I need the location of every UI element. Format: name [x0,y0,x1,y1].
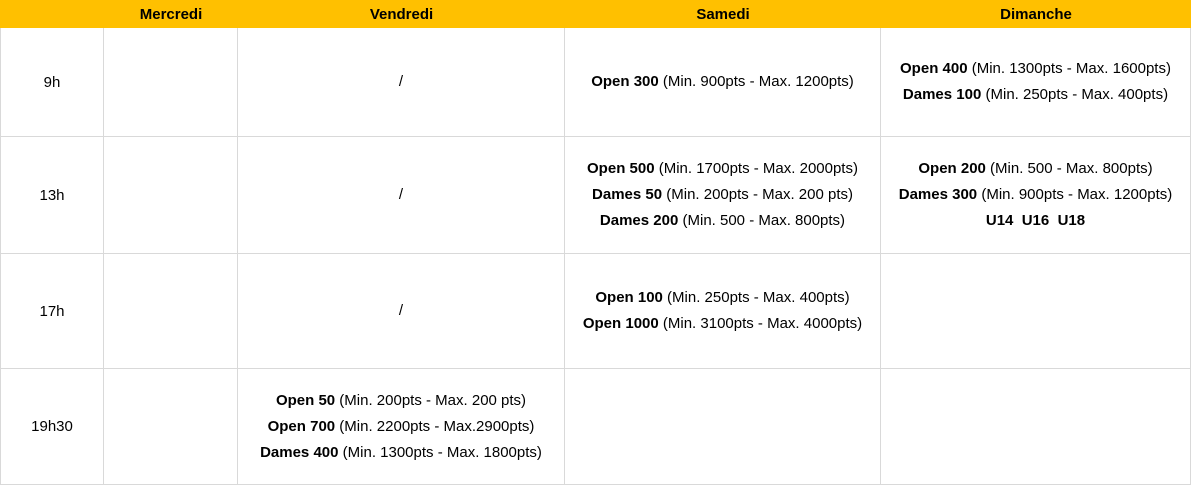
event-details: (Min. 1300pts - Max. 1800pts) [338,443,542,461]
event-details: (Min. 900pts - Max. 1200pts) [658,73,854,90]
event-name: Dames 400 [260,443,339,461]
cell-19h30-samedi [565,369,881,485]
cell-13h-mercredi [104,137,238,254]
time-label-19h30: 19h30 [0,369,104,485]
event-entry: Dames 100 (Min. 250pts - Max. 400pts) [903,82,1168,108]
event-entry: Open 50 (Min. 200pts - Max. 200 pts) [276,388,526,414]
event-name: Dames 200 [599,212,679,229]
event-details: (Min. 250pts - Max. 400pts) [662,289,850,306]
event-details: (Min. 1300pts - Max. 1600pts) [967,60,1171,77]
event-details: (Min. 500 - Max. 800pts) [985,160,1153,177]
cell-19h30-vendredi: Open 50 (Min. 200pts - Max. 200 pts) Ope… [238,369,565,485]
cell-13h-vendredi: / [238,137,565,254]
event-name: Open 400 [900,60,968,77]
header-day-samedi: Samedi [565,0,881,28]
time-label-9h: 9h [0,28,104,137]
cell-9h-samedi: Open 300 (Min. 900pts - Max. 1200pts) [565,28,881,137]
cell-9h-dimanche: Open 400 (Min. 1300pts - Max. 1600pts) D… [881,28,1191,137]
cell-17h-samedi: Open 100 (Min. 250pts - Max. 400pts) Ope… [565,254,881,369]
header-day-vendredi: Vendredi [238,0,565,28]
event-details: (Min. 900pts - Max. 1200pts) [977,186,1173,203]
no-event-slash: / [398,186,404,203]
time-label-17h: 17h [0,254,104,369]
header-day-dimanche: Dimanche [881,0,1191,28]
event-name: Open 100 [595,289,663,306]
cell-9h-vendredi: / [238,28,565,137]
cell-17h-mercredi [104,254,238,369]
event-entry: Dames 50 (Min. 200pts - Max. 200 pts) [592,182,853,208]
header-day-mercredi: Mercredi [104,0,238,28]
event-details: (Min. 250pts - Max. 400pts) [981,86,1169,103]
event-entry: Open 700 (Min. 2200pts - Max.2900pts) [268,414,535,440]
event-details: (Min. 1700pts - Max. 2000pts) [654,160,858,177]
event-name: Open 200 [918,160,986,177]
event-name: Open 1000 [582,315,659,332]
time-label-13h: 13h [0,137,104,254]
event-details: (Min. 500 - Max. 800pts) [678,212,846,229]
event-name: Open 700 [267,417,336,435]
event-name: Dames 50 [592,186,663,203]
event-details: (Min. 3100pts - Max. 4000pts) [658,315,863,332]
event-entry: Open 400 (Min. 1300pts - Max. 1600pts) [900,56,1171,82]
event-name: Dames 100 [902,86,982,103]
event-entry: Dames 300 (Min. 900pts - Max. 1200pts) [899,182,1173,208]
no-event-slash: / [398,73,404,90]
event-entry: Open 500 (Min. 1700pts - Max. 2000pts) [587,156,858,182]
header-corner [0,0,104,28]
cell-19h30-dimanche [881,369,1191,485]
event-entry: Dames 200 (Min. 500 - Max. 800pts) [600,208,845,234]
cell-17h-vendredi: / [238,254,565,369]
event-entry: Open 1000 (Min. 3100pts - Max. 4000pts) [583,311,862,337]
cell-13h-dimanche: Open 200 (Min. 500 - Max. 800pts) Dames … [881,137,1191,254]
event-entry: Dames 400 (Min. 1300pts - Max. 1800pts) [260,440,542,466]
event-details: (Min. 2200pts - Max.2900pts) [335,417,535,435]
event-name: U14 U16 U18 [985,212,1086,229]
cell-19h30-mercredi [104,369,238,485]
event-entry: Open 200 (Min. 500 - Max. 800pts) [918,156,1152,182]
event-entry: U14 U16 U18 [986,208,1085,234]
event-entry: Open 100 (Min. 250pts - Max. 400pts) [595,285,849,311]
cell-17h-dimanche [881,254,1191,369]
event-details: (Min. 200pts - Max. 200 pts) [662,186,853,203]
event-name: Open 300 [591,73,659,90]
event-name: Dames 300 [898,186,978,203]
event-name: Open 50 [275,391,336,409]
cell-9h-mercredi [104,28,238,137]
event-entry: Open 300 (Min. 900pts - Max. 1200pts) [591,69,854,95]
cell-13h-samedi: Open 500 (Min. 1700pts - Max. 2000pts) D… [565,137,881,254]
event-details: (Min. 200pts - Max. 200 pts) [335,391,527,409]
no-event-slash: / [398,302,404,319]
event-name: Open 500 [587,160,655,177]
